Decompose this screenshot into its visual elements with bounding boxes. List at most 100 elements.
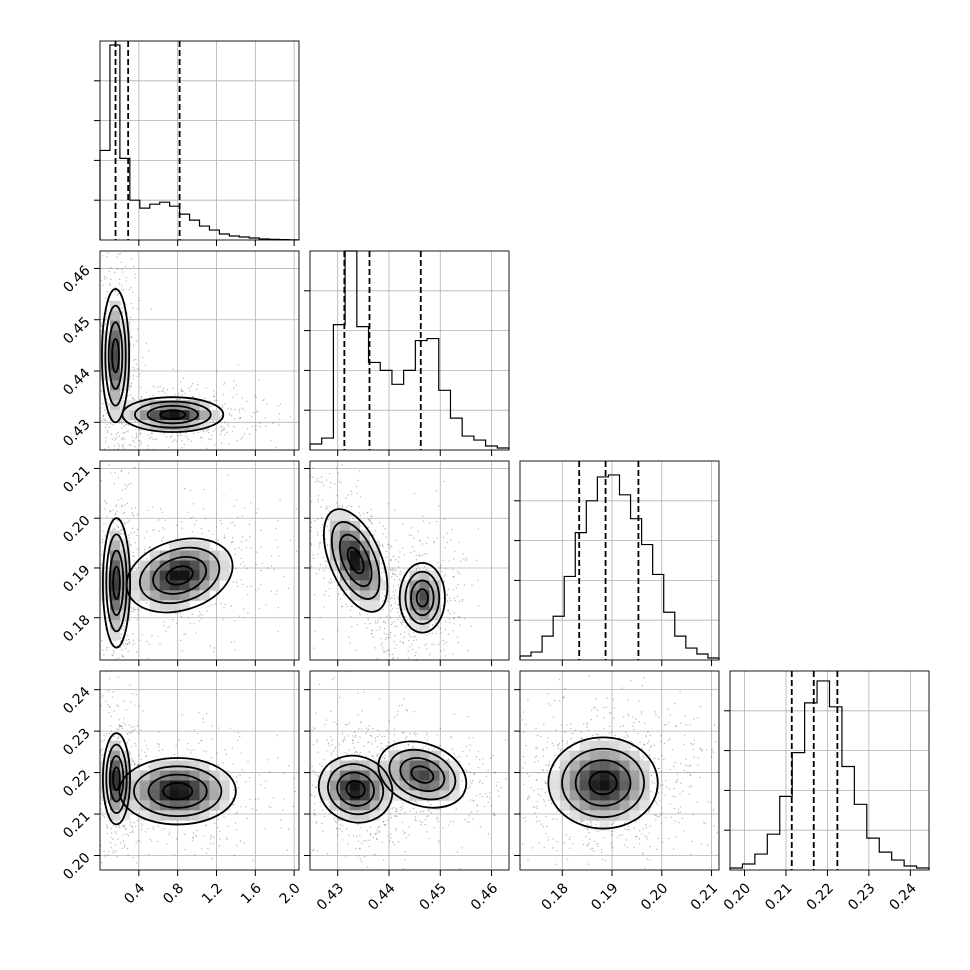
scatter-point (379, 522, 381, 524)
scatter-point (89, 635, 90, 636)
scatter-point (98, 512, 99, 513)
density-cell (100, 760, 111, 771)
scatter-point (158, 743, 160, 745)
scatter-point (414, 816, 417, 818)
scatter-point (381, 592, 383, 595)
scatter-point (134, 446, 136, 448)
scatter-point (444, 574, 447, 576)
scatter-point (282, 809, 284, 811)
scatter-point (201, 847, 203, 849)
scatter-point (173, 754, 176, 756)
scatter-point (132, 555, 135, 557)
scatter-point (137, 610, 139, 612)
density-cell (159, 570, 170, 581)
scatter-point (172, 440, 174, 442)
scatter-point (163, 433, 166, 435)
scatter-point (167, 626, 169, 629)
scatter-point (473, 800, 475, 802)
scatter-point (217, 539, 220, 541)
scatter-point (346, 506, 348, 508)
scatter-point (104, 535, 106, 537)
scatter-point (414, 635, 416, 638)
scatter-point (112, 825, 115, 827)
density-cell (199, 540, 210, 551)
density-cell (110, 810, 121, 821)
scatter-point (390, 545, 392, 547)
scatter-point (128, 483, 130, 486)
scatter-point (191, 396, 194, 398)
scatter-point (136, 764, 138, 766)
scatter-point (123, 522, 126, 524)
scatter-point (351, 493, 353, 496)
scatter-point (97, 425, 98, 426)
scatter-point (451, 528, 453, 531)
scatter-point (107, 826, 109, 828)
scatter-point (229, 522, 232, 524)
scatter-point (408, 534, 411, 536)
scatter-point (414, 819, 416, 821)
scatter-point (132, 760, 134, 763)
scatter-point (385, 556, 387, 558)
contour-1-0 (125, 537, 234, 614)
scatter-point (394, 539, 397, 542)
scatter-point (98, 440, 99, 441)
scatter-point (105, 666, 106, 667)
scatter-point (200, 618, 202, 620)
scatter-point (466, 770, 468, 773)
scatter-point (329, 487, 331, 489)
scatter-point (101, 665, 102, 666)
scatter-point (120, 421, 123, 423)
scatter-point (134, 542, 136, 544)
scatter-point (98, 789, 99, 790)
scatter-point (413, 636, 415, 638)
scatter-point (231, 537, 234, 539)
scatter-point (112, 691, 114, 693)
scatter-point (454, 599, 456, 602)
scatter-point (221, 429, 224, 431)
pair-panel-2-1 (304, 460, 510, 666)
scatter-point (114, 471, 116, 474)
scatter-point (89, 681, 90, 682)
scatter-point (375, 833, 377, 835)
scatter-point (187, 439, 190, 441)
scatter-point (400, 613, 402, 615)
scatter-point (331, 744, 333, 746)
scatter-point (221, 425, 223, 427)
scatter-point (314, 630, 316, 632)
density-cell (179, 540, 190, 551)
density-cell (219, 800, 230, 811)
scatter-point (326, 750, 328, 752)
scatter-point (359, 751, 362, 753)
scatter-point (450, 600, 452, 602)
scatter-point (350, 515, 352, 517)
scatter-point (121, 654, 123, 656)
scatter-point (350, 615, 352, 618)
scatter-point (408, 646, 411, 648)
scatter-point (326, 852, 329, 855)
scatter-point (91, 381, 92, 382)
scatter-point (427, 801, 430, 803)
scatter-point (415, 567, 418, 570)
scatter-point (135, 569, 138, 571)
scatter-point (256, 411, 258, 413)
scatter-point (120, 498, 123, 500)
scatter-point (393, 843, 395, 846)
scatter-point (368, 839, 370, 841)
scatter-point (109, 284, 112, 286)
scatter-point (98, 424, 99, 425)
density-cell (189, 810, 200, 821)
scatter-point (407, 619, 409, 621)
scatter-point (117, 676, 120, 678)
scatter-point (78, 601, 79, 602)
scatter-point (316, 480, 319, 482)
density-cell (349, 530, 361, 541)
scatter-point (404, 631, 406, 633)
scatter-point (328, 530, 330, 532)
scatter-point (399, 551, 401, 553)
scatter-point (212, 664, 213, 665)
scatter-point (52, 400, 53, 401)
scatter-point (402, 731, 405, 734)
scatter-point (219, 416, 222, 418)
scatter-point (213, 836, 215, 838)
scatter-point (138, 297, 140, 299)
